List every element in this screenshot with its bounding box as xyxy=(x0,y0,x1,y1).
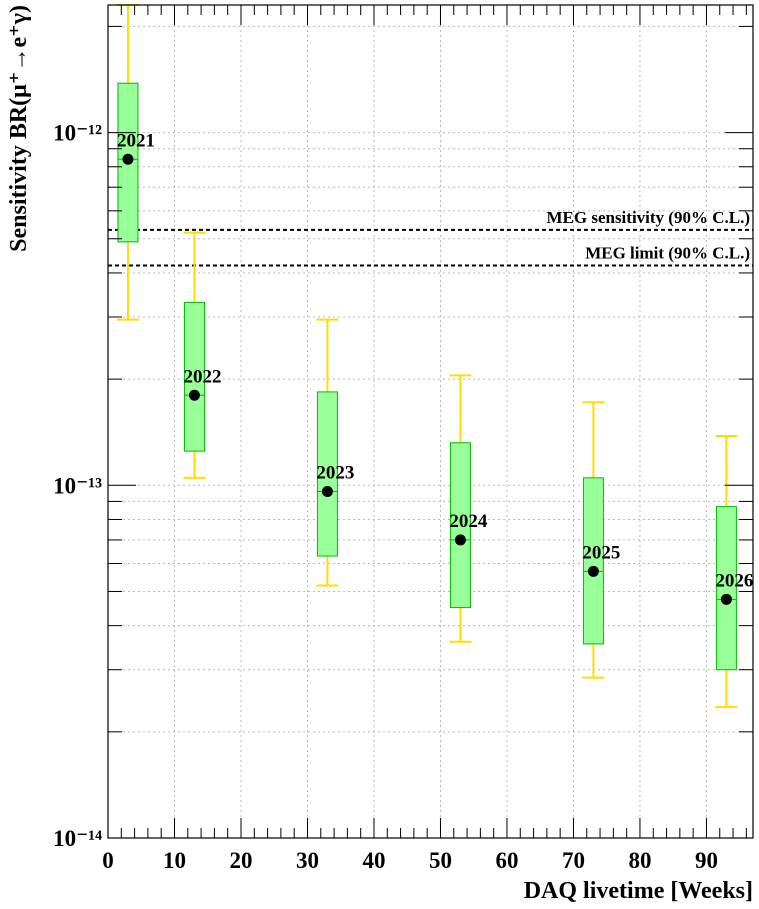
year-label: 2025 xyxy=(582,542,620,563)
x-tick-label: 60 xyxy=(495,848,518,873)
box-2024: 2024 xyxy=(449,374,488,643)
year-label: 2022 xyxy=(183,366,221,387)
box-2022: 2022 xyxy=(183,231,221,479)
x-tick-label: 70 xyxy=(562,848,585,873)
median-marker xyxy=(122,153,134,165)
y-tick-label: 10⁻¹³ xyxy=(53,473,102,498)
box-2021: 2021 xyxy=(116,4,155,321)
x-tick-label: 80 xyxy=(628,848,651,873)
x-tick-label: 10 xyxy=(163,848,186,873)
y-tick-label: 10⁻¹² xyxy=(53,121,102,146)
box xyxy=(449,442,471,609)
x-tick-label: 20 xyxy=(229,848,252,873)
grid xyxy=(108,5,753,838)
box xyxy=(582,477,604,645)
x-tick-label: 0 xyxy=(102,848,114,873)
box-2025: 2025 xyxy=(582,401,620,679)
y-tick-label: 10⁻¹⁴ xyxy=(53,826,102,851)
x-tick-label: 50 xyxy=(429,848,452,873)
x-axis-label: DAQ livetime [Weeks] xyxy=(524,878,753,904)
axis-ticks xyxy=(107,5,753,839)
tick-labels: 0 10 20 30 40 50 60 70 80 90 10⁻¹⁴ 10⁻¹³ 10⁻¹² xyxy=(53,121,718,873)
box-2023: 2023 xyxy=(316,318,354,587)
median-marker xyxy=(720,593,732,605)
year-label: 2021 xyxy=(117,130,155,151)
y-axis-label: Sensitivity BR(μ⁺→e⁺γ) xyxy=(6,5,32,252)
year-label: 2024 xyxy=(449,511,488,532)
box xyxy=(316,391,338,557)
x-tick-label: 30 xyxy=(296,848,319,873)
plot-frame xyxy=(107,4,754,839)
x-tick-label: 90 xyxy=(695,848,718,873)
reference-line-label: MEG limit (90% C.L.) xyxy=(585,243,750,262)
year-label: 2026 xyxy=(715,570,753,591)
box-2026: 2026 xyxy=(715,434,753,709)
box xyxy=(715,506,737,671)
data-series: 2021 2022 2023 2024 2025 2026 xyxy=(116,4,753,709)
year-label: 2023 xyxy=(316,463,354,484)
median-marker xyxy=(587,565,599,577)
reference-lines: MEG sensitivity (90% C.L.) MEG limit (90%… xyxy=(108,208,753,267)
median-marker xyxy=(321,486,333,498)
box xyxy=(183,301,205,452)
median-marker xyxy=(454,534,466,546)
x-tick-label: 40 xyxy=(362,848,385,873)
median-marker xyxy=(188,389,200,401)
reference-line-label: MEG sensitivity (90% C.L.) xyxy=(546,208,750,227)
